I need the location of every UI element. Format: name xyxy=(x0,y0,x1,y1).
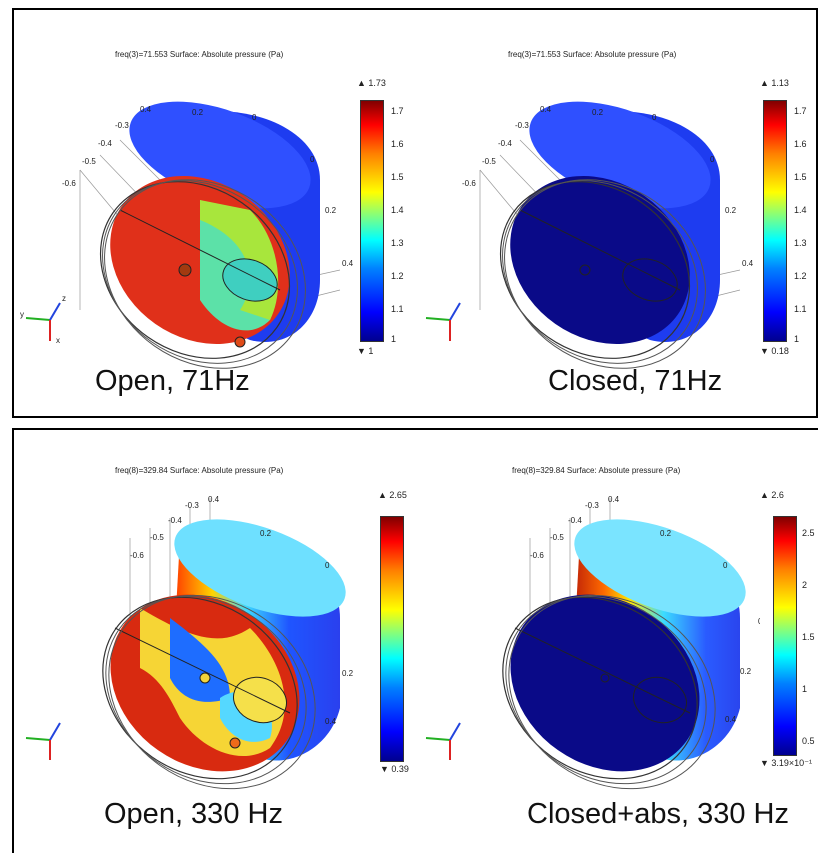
svg-text:0.2: 0.2 xyxy=(725,206,737,215)
colorbar-max: ▲ 2.6 xyxy=(760,490,784,500)
svg-text:0.2: 0.2 xyxy=(660,529,672,538)
svg-text:0: 0 xyxy=(325,561,330,570)
plot-title: freq(3)=71.553 Surface: Absolute pressur… xyxy=(115,50,284,59)
colorbar-min: ▼ 3.19×10⁻¹ xyxy=(760,758,812,768)
colorbar xyxy=(773,516,797,756)
svg-text:-0.3: -0.3 xyxy=(115,121,129,130)
svg-text:-0.6: -0.6 xyxy=(462,179,476,188)
svg-text:0.4: 0.4 xyxy=(325,717,337,726)
svg-text:0: 0 xyxy=(252,113,257,122)
svg-text:0.4: 0.4 xyxy=(540,105,552,114)
colorbar-max: ▲ 2.65 xyxy=(378,490,407,500)
colorbar-min: ▼ 1 xyxy=(357,346,374,356)
svg-text:0.4: 0.4 xyxy=(140,105,152,114)
caption-open-71hz: Open, 71Hz xyxy=(95,365,250,397)
svg-text:-0.5: -0.5 xyxy=(150,533,164,542)
svg-text:-0.5: -0.5 xyxy=(550,533,564,542)
colorbar-tick: 1.2 xyxy=(794,271,807,281)
cylinder-render: -0.3 0.4 -0.4 -0.5 -0.6 0.2 0 0 0.2 0.4 xyxy=(502,495,760,790)
svg-text:-0.4: -0.4 xyxy=(498,139,512,148)
svg-text:0: 0 xyxy=(710,155,715,164)
plot-title: freq(8)=329.84 Surface: Absolute pressur… xyxy=(512,466,681,475)
svg-text:x: x xyxy=(56,336,60,345)
colorbar-max: ▲ 1.13 xyxy=(760,78,789,88)
colorbar-tick: 1.6 xyxy=(391,139,404,149)
colorbar-tick: 2.5 xyxy=(802,528,815,538)
plot-closed-71hz: freq(3)=71.553 Surface: Absolute pressur… xyxy=(420,40,815,370)
colorbar xyxy=(763,100,787,342)
colorbar-tick: 1.7 xyxy=(794,106,807,116)
svg-text:0.2: 0.2 xyxy=(740,667,752,676)
colorbar-min: ▼ 0.39 xyxy=(380,764,409,774)
plot-open-71hz: freq(3)=71.553 Surface: Absolute pressur… xyxy=(20,40,410,370)
svg-text:y: y xyxy=(20,310,24,319)
svg-text:-0.5: -0.5 xyxy=(82,157,96,166)
plot-open-330hz: freq(8)=329.84 Surface: Absolute pressur… xyxy=(20,460,410,790)
caption-closed-abs-330hz: Closed+abs, 330 Hz xyxy=(527,798,789,830)
cylinder-render: -0.3 0.4 -0.4 -0.5 -0.6 0.2 0 0 0.2 0.4 xyxy=(102,495,354,790)
svg-text:0.2: 0.2 xyxy=(592,108,604,117)
colorbar-tick: 1.1 xyxy=(391,304,404,314)
svg-text:0: 0 xyxy=(723,561,728,570)
colorbar-tick: 1.4 xyxy=(794,205,807,215)
colorbar-tick: 1.2 xyxy=(391,271,404,281)
svg-text:-0.4: -0.4 xyxy=(98,139,112,148)
svg-text:0: 0 xyxy=(652,113,657,122)
svg-text:0.2: 0.2 xyxy=(342,669,354,678)
coordinate-triad-icon xyxy=(425,302,461,341)
svg-text:0: 0 xyxy=(758,617,760,626)
colorbar-tick: 1.5 xyxy=(391,172,404,182)
svg-text:-0.4: -0.4 xyxy=(568,516,582,525)
svg-text:-0.6: -0.6 xyxy=(530,551,544,560)
cylinder-render: 0.4 0.2 0 -0.3 -0.4 -0.5 -0.6 0 0.2 0.4 xyxy=(462,101,754,369)
svg-text:0.4: 0.4 xyxy=(208,495,220,504)
colorbar-tick: 1 xyxy=(794,334,800,344)
svg-text:-0.4: -0.4 xyxy=(168,516,182,525)
caption-closed-71hz: Closed, 71Hz xyxy=(548,365,723,397)
svg-text:-0.6: -0.6 xyxy=(62,179,76,188)
svg-text:-0.3: -0.3 xyxy=(515,121,529,130)
svg-text:0: 0 xyxy=(310,155,315,164)
colorbar-min: ▼ 0.18 xyxy=(760,346,789,356)
colorbar-tick: 1.5 xyxy=(794,172,807,182)
colorbar-max: ▲ 1.73 xyxy=(357,78,386,88)
svg-text:z: z xyxy=(62,294,66,303)
colorbar-tick: 0.5 xyxy=(802,736,815,746)
svg-text:0.2: 0.2 xyxy=(325,206,337,215)
coordinate-triad-icon: y z x xyxy=(20,294,66,345)
svg-text:0.2: 0.2 xyxy=(192,108,204,117)
svg-text:0.4: 0.4 xyxy=(725,715,737,724)
cylinder-render: 0.4 0.2 0 -0.3 -0.4 -0.5 -0.6 0 0.2 0.4 xyxy=(62,101,354,369)
colorbar-tick: 1.5 xyxy=(802,632,815,642)
plot-closed-abs-330hz: freq(8)=329.84 Surface: Absolute pressur… xyxy=(420,460,818,790)
colorbar-tick: 2 xyxy=(802,580,808,590)
svg-text:0.4: 0.4 xyxy=(608,495,620,504)
colorbar xyxy=(380,516,404,762)
svg-text:-0.5: -0.5 xyxy=(482,157,496,166)
svg-text:0.4: 0.4 xyxy=(342,259,354,268)
svg-text:0.4: 0.4 xyxy=(742,259,754,268)
colorbar-tick: 1.3 xyxy=(391,238,404,248)
coordinate-triad-icon xyxy=(25,722,61,760)
plot-title: freq(8)=329.84 Surface: Absolute pressur… xyxy=(115,466,284,475)
plot-title: freq(3)=71.553 Surface: Absolute pressur… xyxy=(508,50,677,59)
colorbar-tick: 1 xyxy=(391,334,397,344)
colorbar-tick: 1 xyxy=(802,684,808,694)
svg-text:-0.3: -0.3 xyxy=(185,501,199,510)
colorbar-tick: 1.6 xyxy=(794,139,807,149)
coordinate-triad-icon xyxy=(425,722,461,760)
colorbar-tick: 1.4 xyxy=(391,205,404,215)
caption-open-330hz: Open, 330 Hz xyxy=(104,798,283,830)
colorbar-tick: 1.3 xyxy=(794,238,807,248)
svg-text:0.2: 0.2 xyxy=(260,529,272,538)
svg-text:-0.6: -0.6 xyxy=(130,551,144,560)
colorbar-tick: 1.7 xyxy=(391,106,404,116)
colorbar-tick: 1.1 xyxy=(794,304,807,314)
colorbar xyxy=(360,100,384,342)
svg-text:-0.3: -0.3 xyxy=(585,501,599,510)
